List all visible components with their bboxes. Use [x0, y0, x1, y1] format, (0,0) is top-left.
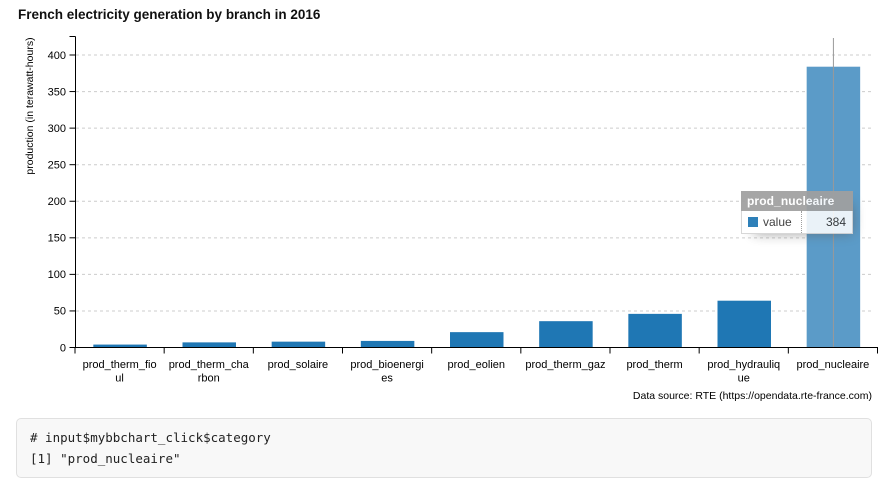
data-source-caption: Data source: RTE (https://opendata.rte-f… — [633, 390, 872, 402]
y-tick-label-150: 150 — [48, 233, 66, 245]
y-tick-label-100: 100 — [48, 269, 66, 281]
tooltip-value: 384 — [801, 211, 852, 233]
y-tick-label-50: 50 — [54, 306, 66, 318]
bar-chart[interactable]: 0 50 100 150 200 250 300 350 400 prod_therm_fio ul… — [0, 29, 889, 405]
bar-prod_therm[interactable] — [628, 313, 682, 348]
y-tick-label-200: 200 — [48, 196, 66, 208]
tooltip-series-cell: value — [742, 211, 801, 233]
bar-prod_hydraulique[interactable] — [717, 300, 772, 348]
bar-prod_therm_gaz[interactable] — [539, 321, 593, 348]
bar-prod_eolien[interactable] — [450, 332, 504, 348]
y-tick-label-250: 250 — [48, 159, 66, 171]
chart-area: 0 50 100 150 200 250 300 350 400 prod_therm_fio ul… — [0, 29, 889, 405]
y-tick-label-400: 400 — [48, 50, 66, 62]
chart-tooltip: prod_nucleaire value 384 — [741, 191, 853, 234]
x-category-label-prod_solaire: prod_solaire — [268, 359, 329, 371]
y-tick-label-350: 350 — [48, 86, 66, 98]
bar-prod_therm_charbon[interactable] — [182, 342, 237, 348]
tooltip-row: value 384 — [741, 211, 853, 234]
x-category-label-prod_therm_charbon: prod_therm_cha rbon — [169, 359, 250, 385]
x-category-label-prod_bioenergies: prod_bioenergi es — [350, 359, 423, 385]
x-category-label-prod_nucleaire: prod_nucleaire — [797, 359, 870, 371]
series-color-swatch — [748, 217, 758, 227]
x-category-label-prod_therm_gaz: prod_therm_gaz — [525, 359, 605, 371]
y-tick-label-0: 0 — [60, 342, 66, 354]
y-tick-label-300: 300 — [48, 123, 66, 135]
console-output: # input$mybbchart_click$category [1] "pro… — [16, 418, 872, 478]
x-category-label-prod_therm_fioul: prod_therm_fio ul — [83, 359, 157, 385]
console-line-2: [1] "prod_nucleaire" — [30, 451, 181, 466]
x-category-label-prod_therm: prod_therm — [626, 359, 682, 371]
console-line-1: # input$mybbchart_click$category — [30, 430, 271, 445]
x-category-label-prod_hydraulique: prod_hydrauliq ue — [707, 359, 780, 385]
bar-prod_therm_fioul[interactable] — [93, 344, 147, 348]
y-axis-title: production (in terawatt-hours) — [24, 37, 36, 174]
bar-prod_bioenergies[interactable] — [360, 340, 415, 348]
x-category-label-prod_eolien: prod_eolien — [448, 359, 506, 371]
tooltip-title: prod_nucleaire — [741, 191, 853, 211]
bar-prod_solaire[interactable] — [271, 341, 326, 348]
page-title: French electricity generation by branch … — [18, 7, 321, 22]
tooltip-series-label: value — [763, 215, 792, 229]
